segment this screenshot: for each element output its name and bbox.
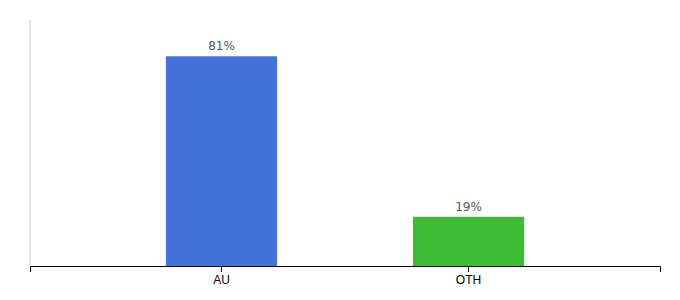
x-tick-mark (221, 266, 222, 272)
bars (166, 56, 524, 266)
x-tick: OTH (456, 266, 481, 287)
x-tick-mark (468, 266, 469, 272)
x-axis: AU OTH (31, 266, 661, 287)
data-label: 19% (455, 200, 482, 214)
bar (413, 217, 524, 266)
x-tick: AU (213, 266, 230, 287)
bar (166, 56, 277, 266)
y-axis-line (30, 20, 31, 266)
plot: AU OTH 81% 19% (30, 20, 661, 287)
data-label: 81% (208, 39, 235, 53)
x-axis-line (31, 267, 661, 273)
x-tick-label: OTH (456, 273, 481, 287)
data-labels: 81% 19% (208, 39, 482, 214)
x-tick-label: AU (213, 273, 230, 287)
chart: AU OTH 81% 19% (0, 0, 680, 300)
